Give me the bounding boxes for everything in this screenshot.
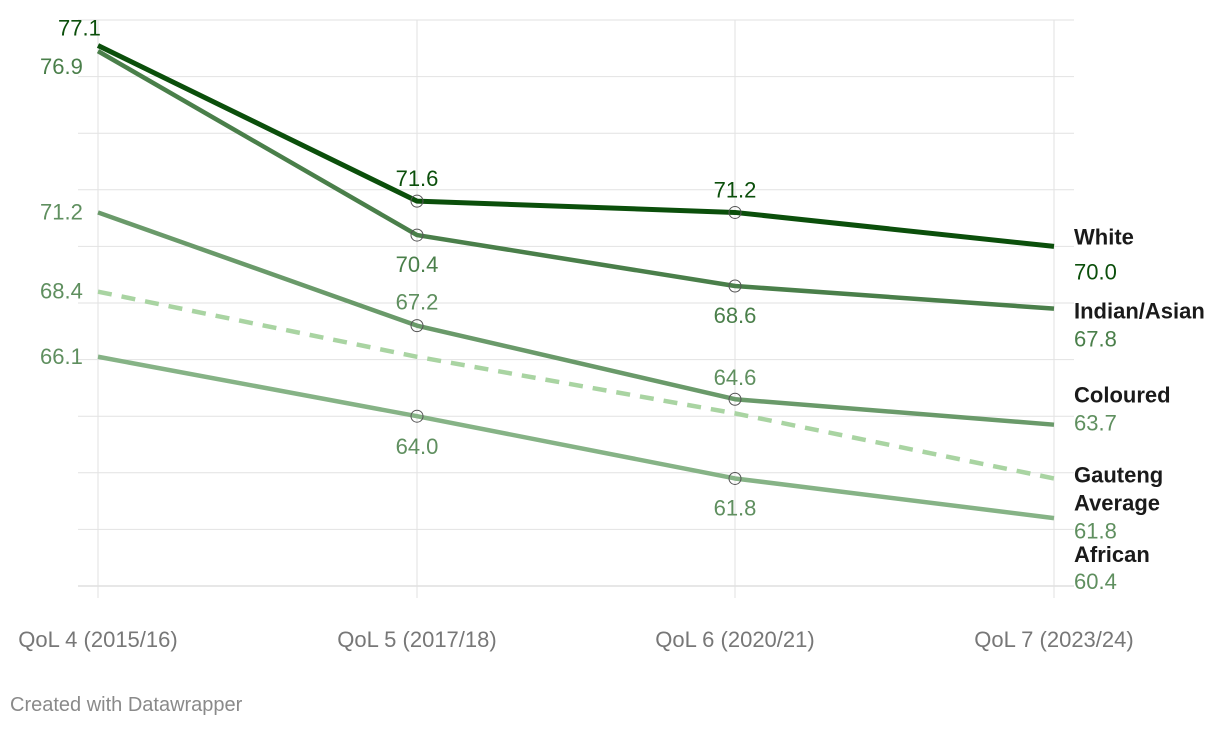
x-tick-label: QoL 5 (2017/18) — [337, 627, 496, 652]
value-label-indian-asian: 67.8 — [1074, 327, 1117, 352]
data-point-white — [410, 194, 424, 208]
data-point-african — [728, 471, 742, 485]
data-point-white — [728, 205, 742, 219]
series-line-gauteng-average — [97, 289, 1055, 481]
value-label-white: 71.2 — [714, 177, 757, 202]
x-tick-label: QoL 4 (2015/16) — [18, 627, 177, 652]
value-label-african: 60.4 — [1074, 569, 1117, 594]
series-line-african — [97, 354, 1055, 521]
x-tick-label: QoL 6 (2020/21) — [655, 627, 814, 652]
data-point-african — [410, 409, 424, 423]
data-point-coloured — [410, 319, 424, 333]
value-label-indian-asian: 68.6 — [714, 303, 757, 328]
value-label-coloured: 63.7 — [1074, 411, 1117, 436]
credit-text: Created with Datawrapper — [10, 694, 243, 716]
data-point-indian-asian — [410, 228, 424, 242]
value-label-coloured: 71.2 — [40, 199, 83, 224]
value-label-african: 64.0 — [396, 434, 439, 459]
value-label-white: 77.1 — [58, 15, 101, 40]
value-label-white: 70.0 — [1074, 259, 1117, 284]
value-label-african: 61.8 — [714, 495, 757, 520]
value-label-gauteng-average: 61.8 — [1074, 518, 1117, 543]
series-name-label-indian-asian: Indian/Asian — [1074, 299, 1205, 324]
value-label-white: 71.6 — [396, 166, 439, 191]
value-label-indian-asian: 70.4 — [396, 252, 439, 277]
series-line-coloured — [97, 210, 1055, 427]
value-label-coloured: 67.2 — [396, 290, 439, 315]
series-name-label-gauteng-average: Gauteng — [1074, 462, 1163, 487]
series-line-indian-asian — [96, 49, 1055, 311]
series-name-label-gauteng-average: Average — [1074, 490, 1160, 515]
series-line-white — [96, 43, 1055, 249]
data-point-indian-asian — [728, 279, 742, 293]
value-label-indian-asian: 76.9 — [40, 54, 83, 79]
value-label-coloured: 64.6 — [714, 365, 757, 390]
line-chart: QoL 4 (2015/16) QoL 5 (2017/18) QoL 6 (202… — [18, 15, 1205, 652]
series-name-label-white: White — [1074, 224, 1134, 249]
value-label-african: 66.1 — [40, 344, 83, 369]
x-tick-label: QoL 7 (2023/24) — [974, 627, 1133, 652]
series-name-label-coloured: Coloured — [1074, 383, 1171, 408]
value-label-gauteng-average: 68.4 — [40, 279, 83, 304]
data-point-coloured — [728, 392, 742, 406]
series-name-label-african: African — [1074, 542, 1150, 567]
